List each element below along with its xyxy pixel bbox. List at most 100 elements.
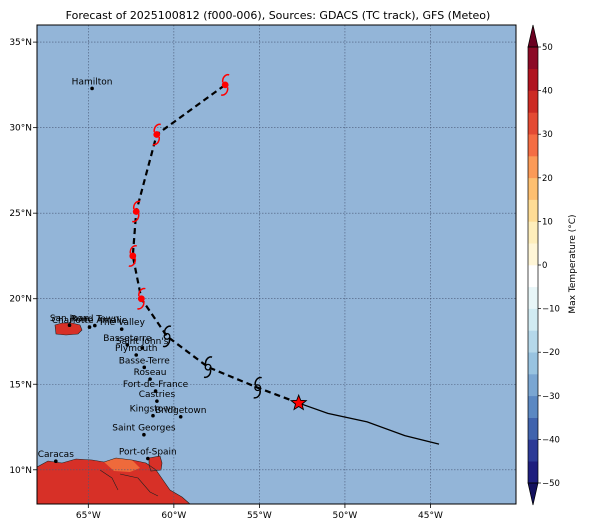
colorbar-segment bbox=[528, 68, 538, 91]
colorbar-label: Max Temperature (°C) bbox=[568, 214, 578, 313]
y-tick-label: 15°N bbox=[9, 380, 32, 390]
colorbar-tick-label: −30 bbox=[542, 392, 560, 402]
x-tick-label: 55°W bbox=[247, 511, 272, 521]
city-label: San Juan bbox=[50, 314, 89, 324]
city-marker bbox=[93, 323, 97, 328]
past-track bbox=[298, 402, 440, 445]
colorbar-segment bbox=[528, 286, 538, 309]
city-label: Plymouth bbox=[115, 344, 157, 354]
past-track-line bbox=[298, 402, 440, 445]
colorbar-tick-label: −40 bbox=[542, 435, 560, 445]
colorbar-segment bbox=[528, 352, 538, 375]
colorbar-tick-label: 40 bbox=[542, 87, 553, 97]
city-label: Basse-Terre bbox=[119, 356, 171, 366]
puerto-rico-land bbox=[55, 323, 82, 335]
colorbar-tick-label: 0 bbox=[542, 261, 547, 271]
city-marker bbox=[54, 459, 58, 464]
colorbar-segment bbox=[528, 265, 538, 288]
hurricane-symbol-icon bbox=[162, 325, 172, 348]
city-label: The Valley bbox=[97, 318, 145, 328]
coastline-outline bbox=[37, 322, 191, 504]
city-marker bbox=[134, 353, 139, 357]
colorbar-segment bbox=[528, 177, 538, 200]
colorbar-over-extend bbox=[527, 24, 539, 48]
hurricane-symbol-icon bbox=[253, 376, 262, 399]
ocean-background bbox=[37, 25, 516, 504]
current-position-star-icon bbox=[289, 393, 308, 411]
colorbar-tick-label: −50 bbox=[542, 479, 560, 489]
city-label: Charlotte Amalie bbox=[52, 316, 128, 326]
colorbar-segment bbox=[528, 221, 538, 244]
hurricane-symbol-icon bbox=[220, 73, 230, 96]
colorbar-tick-label: 20 bbox=[542, 174, 553, 184]
venezuela-warm-zone bbox=[104, 458, 140, 472]
hurricane-symbol-icon bbox=[128, 245, 138, 267]
colorbar-segment bbox=[528, 90, 538, 113]
storm-symbols bbox=[128, 73, 308, 411]
colorbar-segment bbox=[528, 112, 538, 135]
map-frame bbox=[36, 24, 517, 505]
colorbar-tick-label: −20 bbox=[542, 348, 560, 358]
city-marker bbox=[148, 377, 152, 381]
city-label: Basseterre bbox=[103, 334, 152, 344]
city-label: Roseau bbox=[134, 368, 167, 378]
x-tick-label: 50°W bbox=[332, 511, 357, 521]
colorbar-segment bbox=[528, 156, 538, 179]
colorbar-segment bbox=[528, 439, 538, 462]
x-tick-label: 60°W bbox=[161, 511, 186, 521]
colorbar-tick-label: 10 bbox=[542, 217, 553, 227]
colorbar-segment bbox=[528, 461, 538, 484]
y-tick-label: 25°N bbox=[9, 209, 32, 219]
colorbar-tick-label: 50 bbox=[542, 43, 553, 53]
city-label: Saint Georges bbox=[112, 424, 176, 434]
colorbar-segment bbox=[528, 243, 538, 266]
city-marker bbox=[178, 414, 183, 419]
colorbar-segment bbox=[528, 417, 538, 440]
city-label: Hamilton bbox=[72, 77, 113, 87]
city-marker bbox=[146, 456, 150, 461]
city-marker bbox=[151, 413, 155, 418]
city-marker bbox=[90, 86, 94, 91]
colorbar-tick-label: −10 bbox=[542, 305, 560, 315]
figure-title: Forecast of 2025100812 (f000-006), Sourc… bbox=[66, 9, 491, 22]
colorbar-tick-label: 30 bbox=[542, 130, 553, 140]
city-label: Caracas bbox=[38, 450, 74, 460]
colorbar-segment bbox=[528, 330, 538, 353]
city-label: Road Town bbox=[71, 315, 119, 325]
city-marker bbox=[125, 343, 130, 347]
y-tick-label: 10°N bbox=[9, 466, 32, 476]
colorbar: 50 40 30 20 10 0 −10 −20 −30 −40 −50 bbox=[527, 24, 560, 506]
city-label: Castries bbox=[139, 390, 176, 400]
city-marker bbox=[142, 432, 146, 437]
city-marker bbox=[155, 399, 159, 403]
hurricane-symbol-icon bbox=[203, 356, 213, 379]
y-tick-label: 30°N bbox=[9, 124, 32, 134]
y-tick-label: 20°N bbox=[9, 295, 32, 305]
y-tick-label: 35°N bbox=[9, 38, 32, 48]
colorbar-segment bbox=[528, 134, 538, 157]
x-tick-label: 65°W bbox=[76, 511, 101, 521]
colorbar-segment bbox=[528, 374, 538, 397]
city-label: Port-of-Spain bbox=[119, 447, 177, 457]
colorbar-segment bbox=[528, 395, 538, 418]
trinidad-land bbox=[149, 456, 162, 471]
colorbar-segment bbox=[528, 199, 538, 222]
city-marker bbox=[140, 346, 145, 350]
city-label: Kingstown bbox=[130, 405, 177, 415]
x-tick-label: 45°W bbox=[418, 511, 443, 521]
latitude-ticks: 35°N 30°N 25°N 20°N 15°N 10°N bbox=[9, 38, 37, 476]
city-label: Bridgetown bbox=[155, 406, 206, 416]
city-label: Fort-de-France bbox=[123, 380, 189, 390]
city-marker bbox=[142, 365, 147, 370]
hurricane-symbol-icon bbox=[137, 287, 146, 310]
colorbar-under-extend bbox=[527, 482, 539, 506]
hurricane-symbol-icon bbox=[152, 123, 161, 146]
city-label: Saint John's bbox=[116, 337, 169, 347]
colorbar-segment bbox=[528, 308, 538, 331]
city-marker bbox=[67, 323, 72, 328]
graticule bbox=[37, 25, 516, 504]
city-marker bbox=[119, 327, 124, 331]
